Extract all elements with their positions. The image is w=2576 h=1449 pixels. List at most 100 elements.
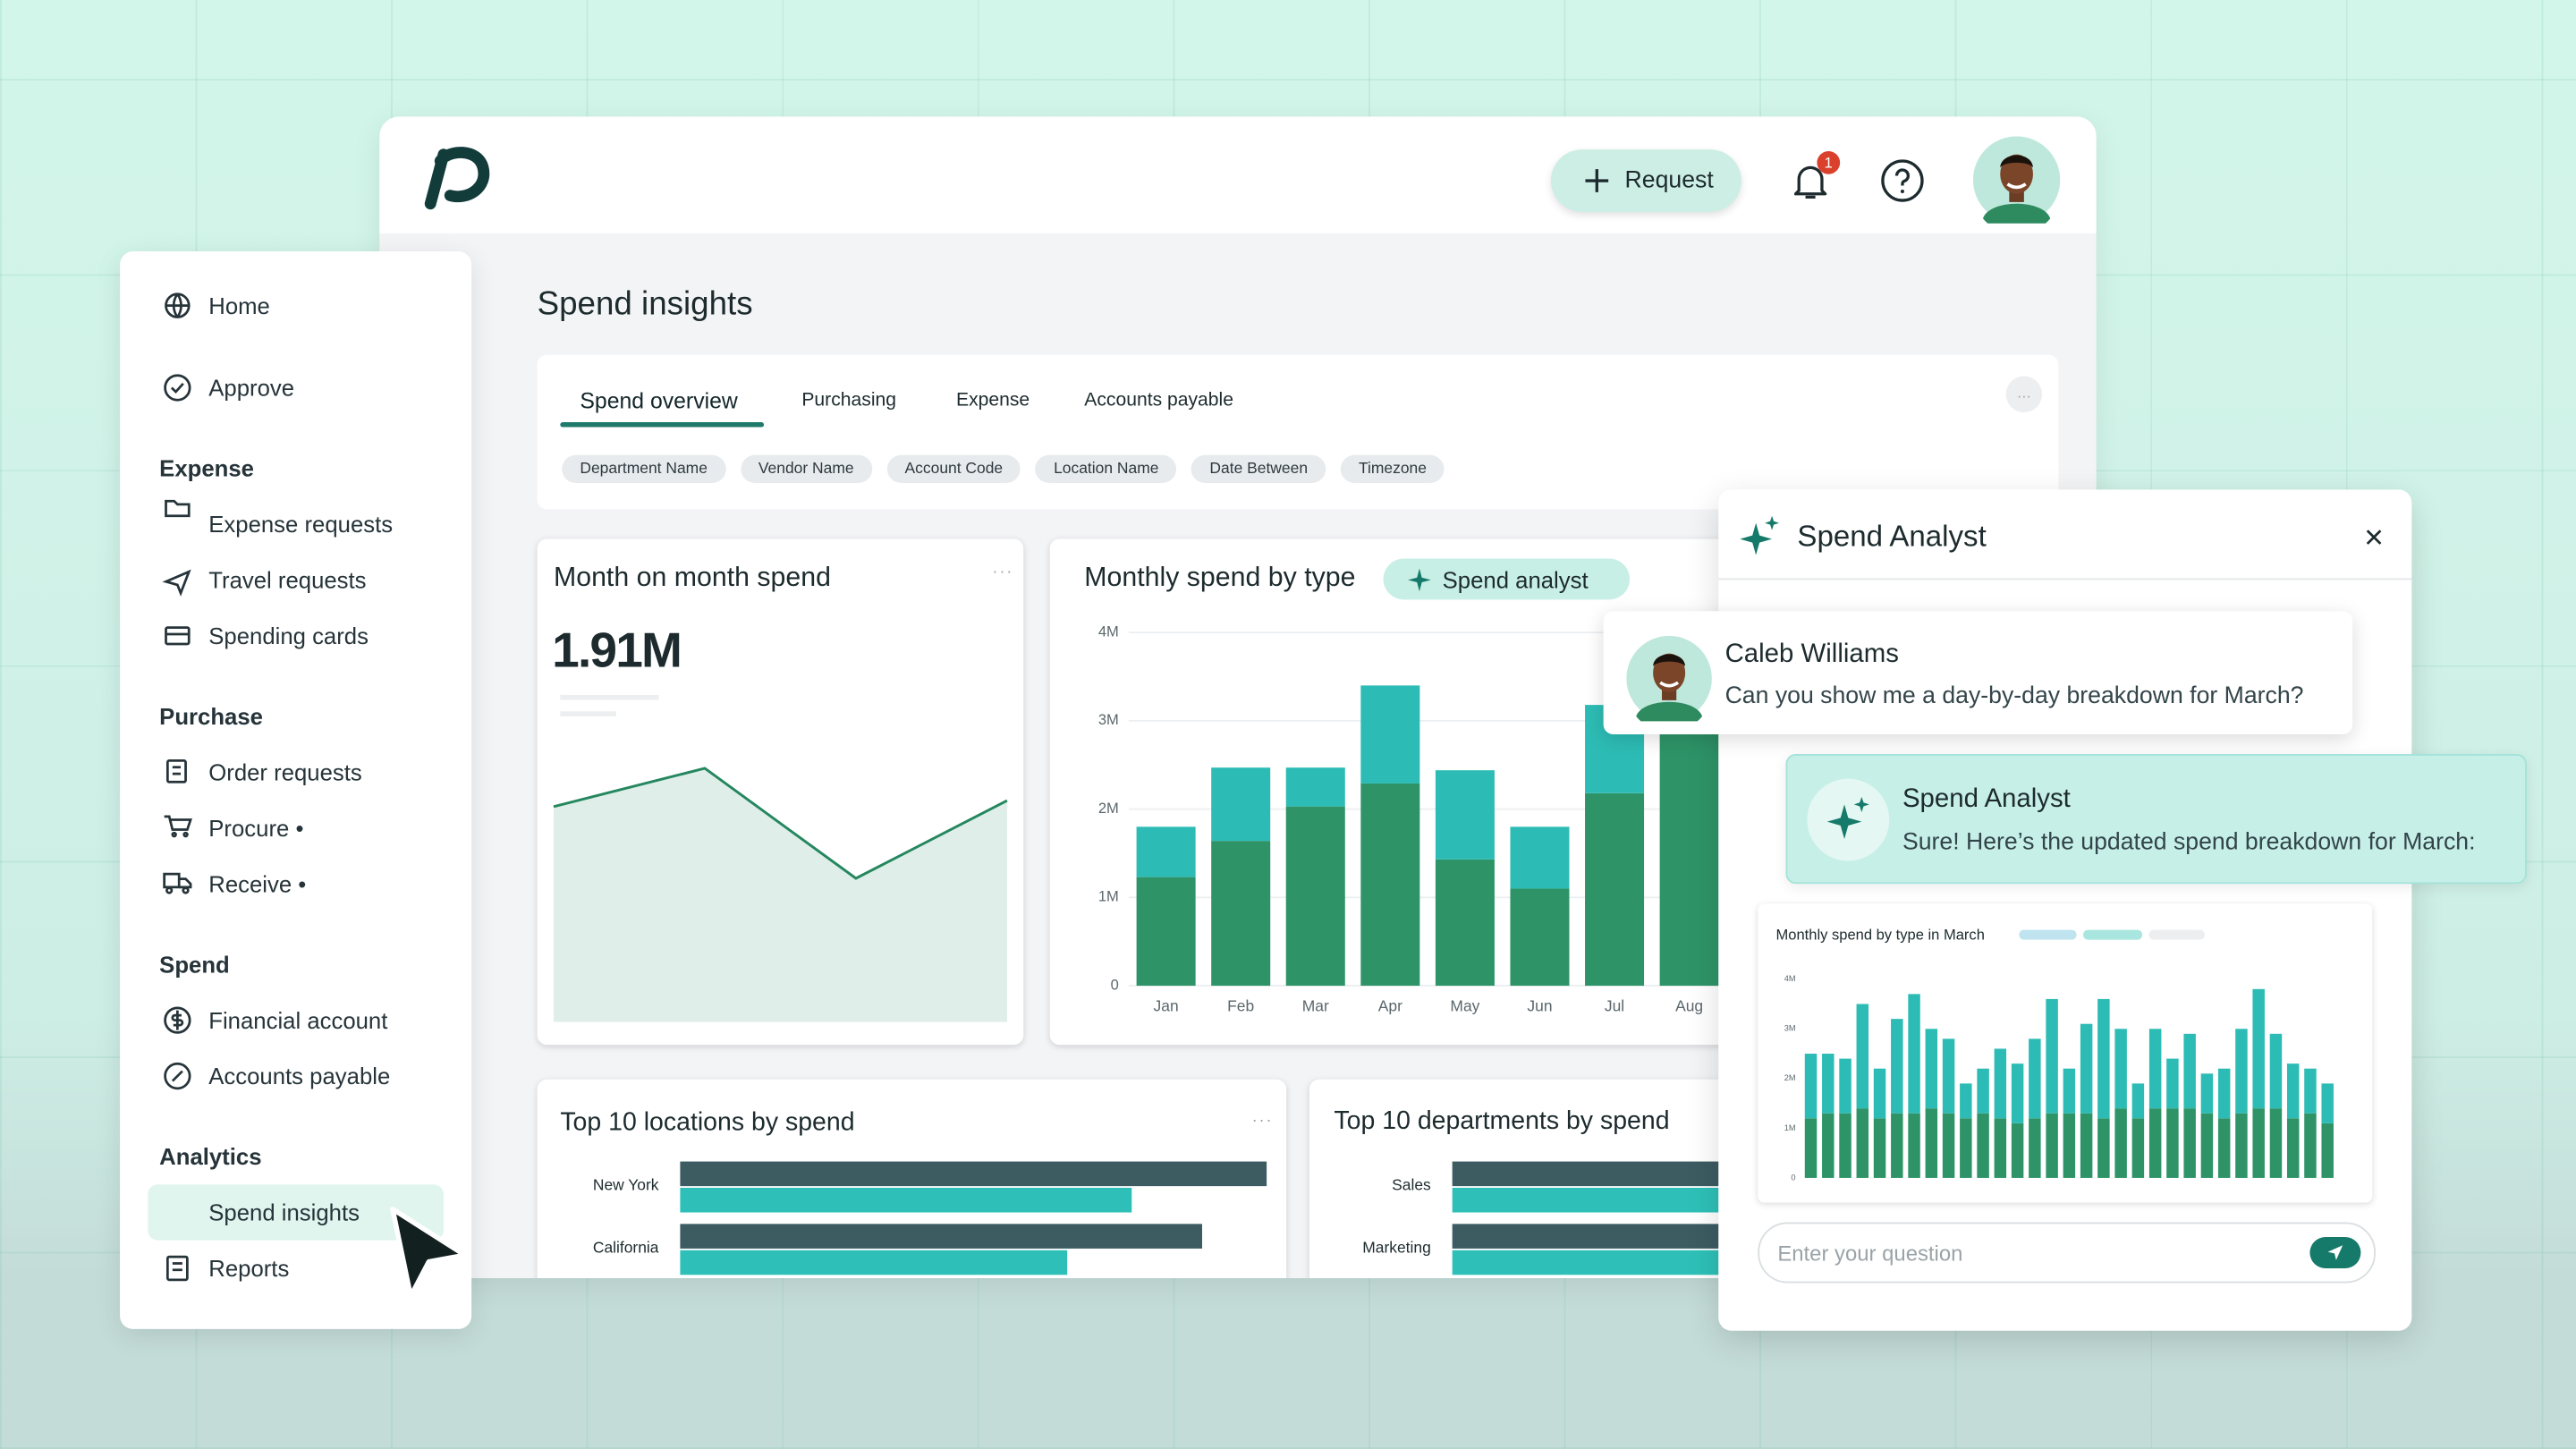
bar-segment [1994,1118,2007,1178]
bar-segment [2097,1118,2110,1178]
more-button[interactable]: … [2005,376,2043,413]
bar-segment [1891,1113,1903,1178]
cursor [390,1207,468,1299]
nav-item[interactable]: Approve [208,374,295,402]
close-button[interactable] [2366,529,2382,545]
nav-item[interactable]: Financial account [208,1006,388,1034]
nav-item[interactable]: Home [208,292,270,319]
bar-segment [1510,888,1570,987]
bar-segment [1822,1113,1835,1178]
request-button[interactable]: Request [1550,149,1741,212]
bar-segment [2097,998,2110,1119]
bar-segment [1136,826,1196,877]
bar-segment [2131,1083,2145,1119]
chart-card: Month on month spend ··· 1.91M [537,538,1024,1046]
x-tick-label: Jan [1154,997,1179,1015]
nav-item[interactable]: Spend insights [208,1199,360,1226]
bar-segment [2148,1108,2162,1178]
bar-segment [2029,1118,2041,1178]
bar-segment [1839,1058,1852,1114]
bar-segment [2114,1029,2127,1109]
plus-icon [1585,169,1609,192]
bar [680,1161,1267,1187]
y-tick-label: 3M [1098,711,1119,728]
bar-segment [1435,859,1495,987]
help-icon[interactable] [1879,157,1925,203]
bar-segment [2011,1063,2024,1123]
nav-item[interactable]: Receive • [208,870,307,897]
bar-segment [2183,1033,2196,1109]
bar-segment [1925,1029,1938,1109]
top-bar: Request 1 [379,116,2097,233]
send-button[interactable] [2309,1237,2361,1268]
x-tick-label: Mar [1302,997,1329,1015]
bar-segment [2114,1108,2127,1178]
tab[interactable]: Expense [955,391,1030,411]
bar-segment [2252,988,2265,1109]
bar-segment [2063,1068,2076,1114]
y-tick-label: 1M [1098,888,1119,905]
bar-segment [1211,767,1271,842]
badge-label: Spend analyst [1442,565,1589,593]
assistant-panel: Spend Analyst Caleb Williams Can you sho… [1603,489,2527,1331]
chart-card: Monthly spend by type in March 0 1M 2M 3M 4M [1758,903,2373,1203]
y-tick-label: 0 [1791,1173,1795,1182]
bar-segment [2166,1108,2179,1178]
legend-placeholder [2082,929,2143,940]
filter-chip[interactable]: Account Code [886,454,1021,484]
chart-title: Monthly spend by type in March [1775,926,1985,944]
nav-item[interactable]: Reports [208,1255,290,1282]
y-tick-label: 4M [1098,623,1119,640]
bar-segment [1994,1048,2007,1119]
headline-value: 1.91M [552,623,682,679]
filter-chip[interactable]: Location Name [1035,454,1177,484]
bar-segment [1360,783,1420,987]
x-tick-label: Feb [1227,997,1254,1015]
bar [680,1187,1132,1213]
filter-chip[interactable]: Department Name [562,454,726,484]
nav-section: Purchase [159,703,263,730]
tab[interactable]: Spend overview [580,388,738,413]
nav-item[interactable]: Accounts payable [208,1063,391,1089]
filters: Department Name Vendor Name Account Code Lo… [562,452,1460,484]
filter-chip[interactable]: Vendor Name [740,454,872,484]
bar [680,1250,1068,1275]
spend-analyst-badge[interactable]: Spend analyst [1383,558,1631,600]
area [553,767,1007,1022]
nav-item[interactable]: Spending cards [208,623,369,649]
bar-segment [2286,1118,2300,1178]
sidebar: Home Approve Expense Expense requests Tr… [120,251,472,1329]
bar-segment [2046,1113,2058,1178]
tab[interactable]: Purchasing [801,391,897,411]
question-input[interactable]: Enter your question [1758,1222,2376,1284]
user-avatar[interactable] [1972,136,2061,224]
panel-title: Spend Analyst [1797,520,1987,554]
message-author: Caleb Williams [1724,640,1899,669]
filter-chip[interactable]: Date Between [1191,454,1326,484]
user-message: Caleb Williams Can you show me a day-by-… [1603,611,2353,735]
logo[interactable] [422,145,495,210]
filter-chip[interactable]: Timezone [1340,454,1445,484]
tab[interactable]: Accounts payable [1084,391,1234,411]
y-tick-label: 3M [1784,1024,1796,1033]
y-tick-label: New York [593,1176,659,1194]
message-text: Sure! Here’s the updated spend breakdown… [1902,829,2476,856]
bar-segment [1804,1054,1818,1119]
nav-item[interactable]: Order requests [208,758,362,785]
user-avatar [1626,635,1712,722]
chart-card: Top 10 locations by spend ··· New York Ca… [537,1079,1287,1278]
sparkle-icon [1408,568,1431,592]
bar-segment [2131,1118,2145,1178]
nav-item[interactable]: Procure • [208,815,304,842]
bell-icon[interactable] [1787,157,1833,203]
bar-segment [1873,1118,1886,1178]
page-title: Spend insights [537,286,753,323]
nav-item[interactable]: Expense requests [208,511,394,538]
bar-segment [1960,1118,1972,1178]
bar-segment [1822,1054,1835,1114]
bar-segment [2269,1033,2283,1109]
send-icon [2327,1245,2343,1260]
bar-segment [1360,685,1420,784]
y-tick-label: Sales [1392,1176,1431,1194]
nav-item[interactable]: Travel requests [208,566,367,594]
